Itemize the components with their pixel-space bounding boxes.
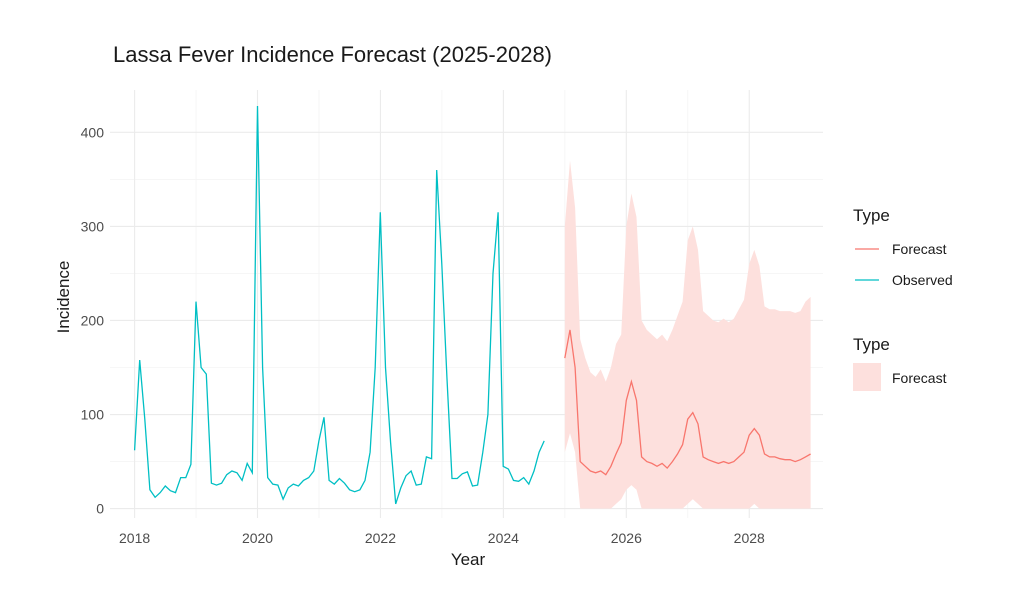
forecast-interval-band [564, 160, 811, 509]
legend-observed-label: Observed [892, 272, 953, 288]
legend-fill: Type Forecast [853, 335, 947, 391]
y-tick-label: 300 [81, 218, 105, 234]
y-tick-label: 0 [96, 501, 104, 517]
legend-fill-title: Type [853, 335, 890, 354]
series-layer [133, 105, 811, 505]
x-tick-label: 2022 [365, 530, 396, 546]
y-axis-ticks: 0 100 200 300 400 [81, 124, 105, 516]
legend-forecast-label: Forecast [892, 241, 947, 257]
x-tick-label: 2028 [734, 530, 765, 546]
legend-forecast-fill-key [853, 363, 881, 391]
legend-lines-title: Type [853, 206, 890, 225]
x-tick-label: 2018 [119, 530, 150, 546]
chart-title: Lassa Fever Incidence Forecast (2025-202… [113, 42, 552, 67]
x-tick-label: 2020 [242, 530, 273, 546]
x-axis-title: Year [451, 550, 486, 569]
y-tick-label: 400 [81, 124, 105, 140]
forecast-interval-layer [564, 160, 811, 509]
legend-lines: Type Forecast Observed [853, 206, 953, 288]
legend-forecast-fill-label: Forecast [892, 370, 947, 386]
y-tick-label: 100 [81, 407, 105, 423]
forecast-series-line [564, 329, 811, 476]
y-tick-label: 200 [81, 312, 105, 328]
observed-series-line [133, 105, 545, 505]
x-tick-label: 2026 [611, 530, 642, 546]
x-axis-ticks: 2018 2020 2022 2024 2026 2028 [119, 530, 765, 546]
x-tick-label: 2024 [488, 530, 519, 546]
y-axis-title: Incidence [54, 261, 73, 334]
